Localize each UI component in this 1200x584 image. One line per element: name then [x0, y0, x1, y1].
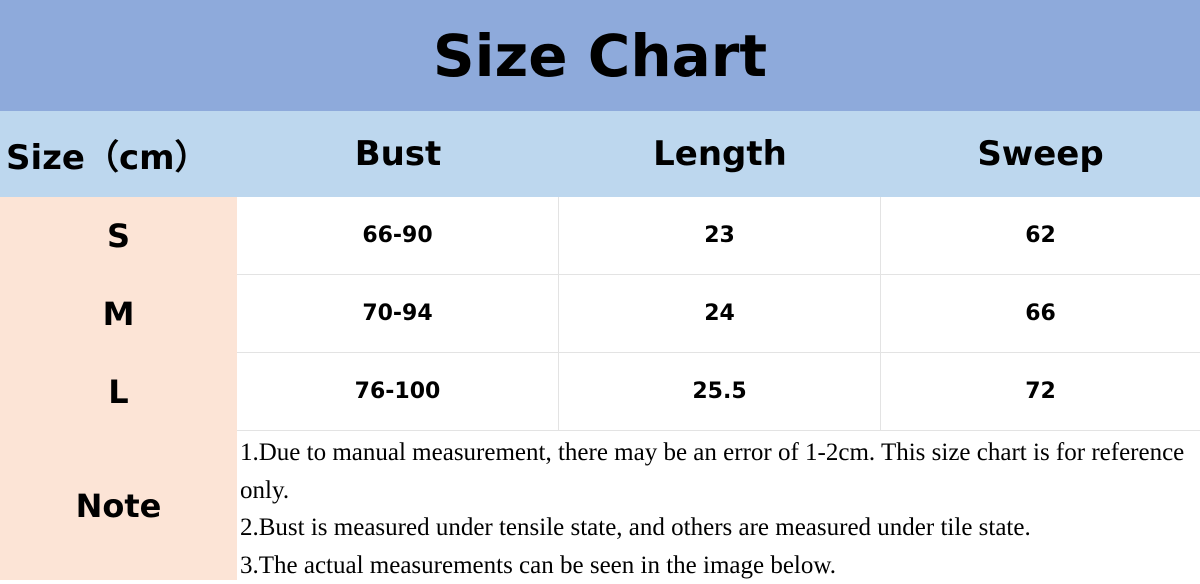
header-sweep: Sweep — [881, 111, 1200, 197]
table-header-row: Size（cm） Bust Length Sweep — [0, 111, 1200, 197]
sweep-cell: 72 — [881, 353, 1200, 431]
sweep-cell: 66 — [881, 275, 1200, 353]
note-text: 1.Due to manual measurement, there may b… — [240, 434, 1200, 584]
header-bust: Bust — [237, 111, 559, 197]
bust-cell: 76-100 — [237, 353, 559, 431]
header-length: Length — [559, 111, 881, 197]
header-size: Size（cm） — [0, 111, 210, 197]
page-title: Size Chart — [0, 0, 1200, 111]
length-cell: 23 — [559, 197, 881, 275]
note-line: 3.The actual measurements can be seen in… — [240, 547, 1200, 584]
sweep-cell: 62 — [881, 197, 1200, 275]
length-cell: 25.5 — [559, 353, 881, 431]
note-label: Note — [0, 431, 237, 580]
bust-cell: 66-90 — [237, 197, 559, 275]
size-column: S M L Note — [0, 197, 237, 580]
length-cell: 24 — [559, 275, 881, 353]
size-label: L — [0, 353, 237, 431]
size-label: S — [0, 197, 237, 275]
note-line: 1.Due to manual measurement, there may b… — [240, 434, 1200, 509]
size-label: M — [0, 275, 237, 353]
note-line: 2.Bust is measured under tensile state, … — [240, 509, 1200, 547]
bust-cell: 70-94 — [237, 275, 559, 353]
